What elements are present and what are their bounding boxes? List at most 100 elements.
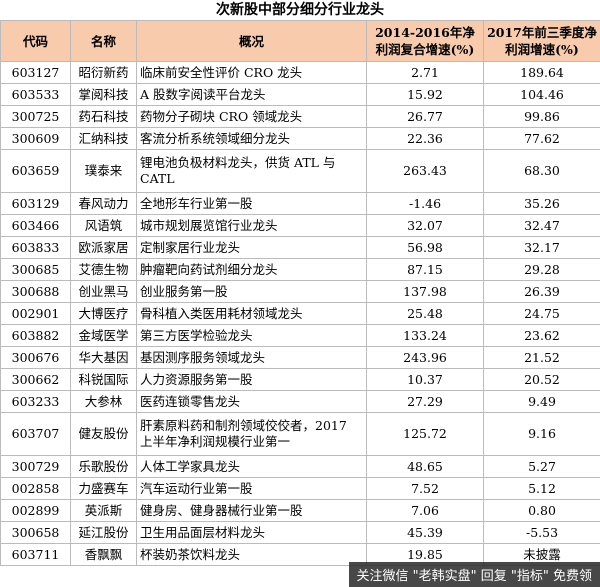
table-cell: 23.62 xyxy=(483,324,600,347)
table-cell: 32.47 xyxy=(483,214,600,237)
table-cell: 锂电池负极材料龙头，供货 ATL 与 CATL xyxy=(136,149,367,193)
table-cell: 乐歌股份 xyxy=(70,455,137,478)
table-row: 603466 风语筑 城市规划展览馆行业龙头 32.07 32.47 xyxy=(0,214,600,237)
table-row: 603659 璞泰来 锂电池负极材料龙头，供货 ATL 与 CATL 263.43 68… xyxy=(0,149,600,193)
table-row: 300725 药石科技 药物分子砌块 CRO 领域龙头 26.77 99.86 xyxy=(0,105,600,128)
table-cell: 未披露 xyxy=(483,543,600,566)
table-cell: -1.46 xyxy=(366,192,484,215)
table-row: 002899 英派斯 健身房、健身器械行业第一股 7.06 0.80 xyxy=(0,499,600,522)
table-cell: 32.17 xyxy=(483,236,600,259)
table-cell: 7.06 xyxy=(366,499,484,522)
table-cell: 68.30 xyxy=(483,149,600,193)
table-cell: 603129 xyxy=(0,192,71,215)
table-cell: 48.65 xyxy=(366,455,484,478)
table-cell: 全地形车行业第一股 xyxy=(136,192,367,215)
table-cell: A 股数字阅读平台龙头 xyxy=(136,83,367,106)
table-cell: 002899 xyxy=(0,499,71,522)
table-row: 300609 汇纳科技 客流分析系统领域细分龙头 22.36 77.62 xyxy=(0,127,600,150)
table-row: 603233 大参林 医药连锁零售龙头 27.29 9.49 xyxy=(0,390,600,413)
table-cell: 603882 xyxy=(0,324,71,347)
table-cell: 300729 xyxy=(0,455,71,478)
table-cell: 603833 xyxy=(0,236,71,259)
table-cell: 7.52 xyxy=(366,477,484,500)
table-row: 603833 欧派家居 定制家居行业龙头 56.98 32.17 xyxy=(0,236,600,259)
table-row: 603129 春风动力 全地形车行业第一股 -1.46 35.26 xyxy=(0,192,600,215)
title: 次新股中部分细分行业龙头 xyxy=(216,2,384,18)
table-cell: 昭衍新药 xyxy=(70,61,137,84)
table-cell: 华大基因 xyxy=(70,346,137,369)
table-cell: 26.39 xyxy=(483,280,600,303)
table-cell: 603707 xyxy=(0,412,71,456)
table-cell: 力盛赛车 xyxy=(70,477,137,500)
table-cell: 32.07 xyxy=(366,214,484,237)
table-row: 603882 金域医学 第三方医学检验龙头 133.24 23.62 xyxy=(0,324,600,347)
table-cell: 9.16 xyxy=(483,412,600,456)
table-cell: 300609 xyxy=(0,127,71,150)
table-cell: 创业黑马 xyxy=(70,280,137,303)
table-cell: 603233 xyxy=(0,390,71,413)
table-cell: 掌阅科技 xyxy=(70,83,137,106)
header-cell: 概况 xyxy=(136,20,367,62)
table-cell: 27.29 xyxy=(366,390,484,413)
table-cell: 22.36 xyxy=(366,127,484,150)
table-cell: 临床前安全性评价 CRO 龙头 xyxy=(136,61,367,84)
table-cell: 300685 xyxy=(0,258,71,281)
table-cell: 300658 xyxy=(0,521,71,544)
table-cell: 医药连锁零售龙头 xyxy=(136,390,367,413)
table-cell: 20.52 xyxy=(483,368,600,391)
table-cell: 客流分析系统领域细分龙头 xyxy=(136,127,367,150)
table-cell: 21.52 xyxy=(483,346,600,369)
table-cell: 欧派家居 xyxy=(70,236,137,259)
table-row: 603707 健友股份 肝素原料药和制剂领域佼佼者，2017 上半年净利润规模行业第… xyxy=(0,412,600,456)
table-cell: 133.24 xyxy=(366,324,484,347)
table-cell: 艾德生物 xyxy=(70,258,137,281)
table-cell: 603127 xyxy=(0,61,71,84)
table-row: 603711 香飘飘 杯装奶茶饮料龙头 19.85 未披露 xyxy=(0,543,600,566)
table-cell: 56.98 xyxy=(366,236,484,259)
table-row: 300729 乐歌股份 人体工学家具龙头 48.65 5.27 xyxy=(0,455,600,478)
table-cell: 45.39 xyxy=(366,521,484,544)
table-cell: 科锐国际 xyxy=(70,368,137,391)
table-row: 002901 大博医疗 骨科植入类医用耗材领域龙头 25.48 24.75 xyxy=(0,302,600,325)
table-cell: 卫生用品面层材料龙头 xyxy=(136,521,367,544)
table-cell: 城市规划展览馆行业龙头 xyxy=(136,214,367,237)
table-cell: 77.62 xyxy=(483,127,600,150)
table-cell: 300676 xyxy=(0,346,71,369)
table-cell: 第三方医学检验龙头 xyxy=(136,324,367,347)
table-cell: 002901 xyxy=(0,302,71,325)
table-cell: 15.92 xyxy=(366,83,484,106)
table-cell: 英派斯 xyxy=(70,499,137,522)
table-cell: 87.15 xyxy=(366,258,484,281)
table-cell: 药石科技 xyxy=(70,105,137,128)
header-cell: 2014-2016年净利润复合增速(%) xyxy=(366,20,484,62)
table-cell: 125.72 xyxy=(366,412,484,456)
table-cell: 137.98 xyxy=(366,280,484,303)
table-cell: 骨科植入类医用耗材领域龙头 xyxy=(136,302,367,325)
table-cell: 杯装奶茶饮料龙头 xyxy=(136,543,367,566)
header-cell: 2017年前三季度净利润增速(%) xyxy=(483,20,600,62)
table-cell: 35.26 xyxy=(483,192,600,215)
table-cell: 603466 xyxy=(0,214,71,237)
watermark: 关注微信 "老韩实盘" 回复 "指标" 免费领 xyxy=(348,562,600,587)
table-row: 300685 艾德生物 肿瘤靶向药试剂细分龙头 87.15 29.28 xyxy=(0,258,600,281)
table-cell: 002858 xyxy=(0,477,71,500)
table-cell: 10.37 xyxy=(366,368,484,391)
table-cell: 104.46 xyxy=(483,83,600,106)
table-cell: -5.53 xyxy=(483,521,600,544)
table-cell: 延江股份 xyxy=(70,521,137,544)
table-row: 002858 力盛赛车 汽车运动行业第一股 7.52 5.12 xyxy=(0,477,600,500)
table-cell: 263.43 xyxy=(366,149,484,193)
table-cell: 风语筑 xyxy=(70,214,137,237)
table-cell: 健身房、健身器械行业第一股 xyxy=(136,499,367,522)
table-cell: 健友股份 xyxy=(70,412,137,456)
table-cell: 243.96 xyxy=(366,346,484,369)
table-cell: 肝素原料药和制剂领域佼佼者，2017 上半年净利润规模行业第一 xyxy=(136,412,367,456)
table-cell: 5.27 xyxy=(483,455,600,478)
table-cell: 300725 xyxy=(0,105,71,128)
table-body: 603127 昭衍新药 临床前安全性评价 CRO 龙头 2.71 189.64 60353… xyxy=(0,61,600,566)
table-cell: 定制家居行业龙头 xyxy=(136,236,367,259)
table-row: 300658 延江股份 卫生用品面层材料龙头 45.39 -5.53 xyxy=(0,521,600,544)
table-cell: 春风动力 xyxy=(70,192,137,215)
table-cell: 189.64 xyxy=(483,61,600,84)
table-cell: 2.71 xyxy=(366,61,484,84)
